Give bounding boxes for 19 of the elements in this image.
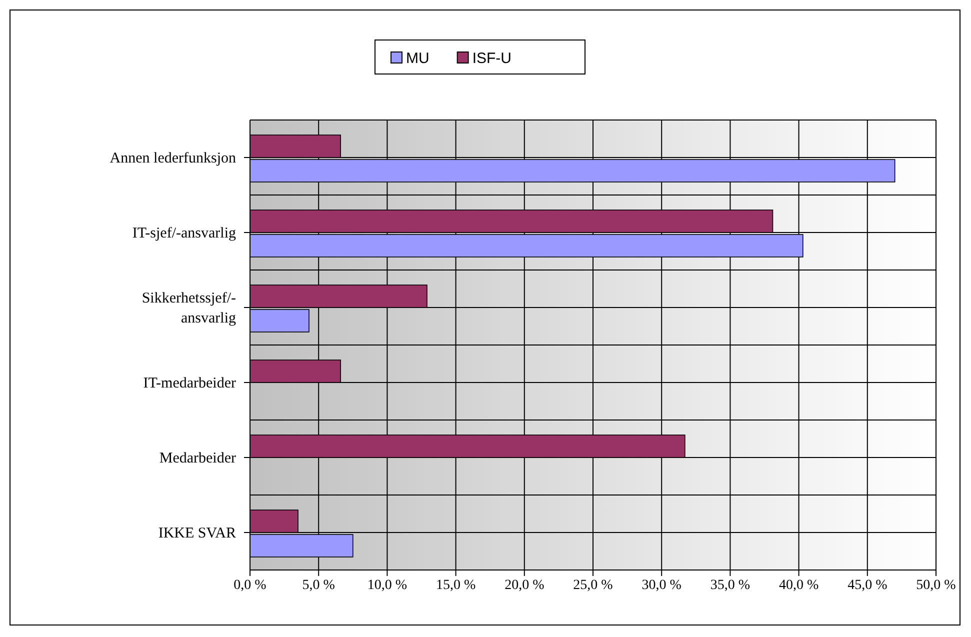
y-tick-label: IT-sjef/-ansvarlig xyxy=(132,226,236,242)
x-tick-label: 0,0 % xyxy=(234,578,267,593)
x-tick-label: 10,0 % xyxy=(367,578,408,593)
x-tick-label: 20,0 % xyxy=(504,578,545,593)
x-tick-label: 5,0 % xyxy=(302,578,336,593)
x-tick-label: 45,0 % xyxy=(848,578,888,593)
x-tick-label: 25,0 % xyxy=(573,578,614,593)
y-tick-label: Medarbeider xyxy=(159,450,236,466)
legend-label: MU xyxy=(406,50,430,67)
x-tick-label: 40,0 % xyxy=(778,578,819,593)
x-tick-label: 15,0 % xyxy=(436,578,476,593)
x-tick-label: 35,0 % xyxy=(710,578,750,593)
y-tick-label: IKKE SVAR xyxy=(158,526,236,542)
y-tick-label: Annen lederfunksjon xyxy=(110,150,236,166)
legend-label: ISF-U xyxy=(472,50,512,67)
x-tick-label: 30,0 % xyxy=(642,578,682,593)
x-tick-label: 50,0 % xyxy=(916,578,956,593)
y-tick-label: IT-medarbeider xyxy=(143,376,236,392)
y-tick-label: Sikkerhetssjef/- ansvarlig xyxy=(142,290,236,326)
